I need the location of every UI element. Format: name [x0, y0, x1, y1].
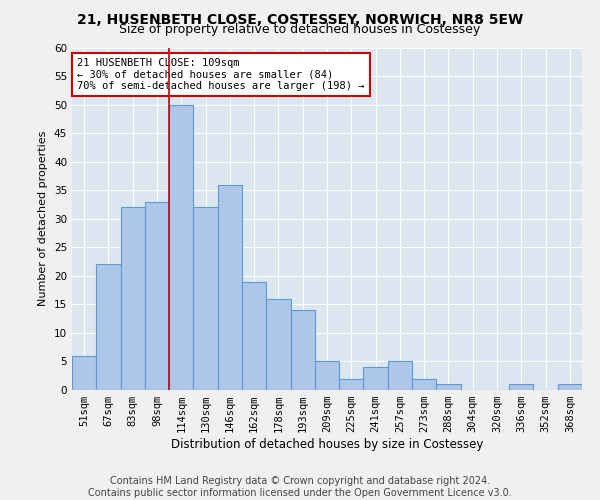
Bar	[509, 384, 533, 390]
Bar	[218, 184, 242, 390]
Bar	[96, 264, 121, 390]
Bar	[121, 208, 145, 390]
Bar	[72, 356, 96, 390]
Text: 21, HUSENBETH CLOSE, COSTESSEY, NORWICH, NR8 5EW: 21, HUSENBETH CLOSE, COSTESSEY, NORWICH,…	[77, 12, 523, 26]
Bar	[364, 367, 388, 390]
Bar	[339, 378, 364, 390]
X-axis label: Distribution of detached houses by size in Costessey: Distribution of detached houses by size …	[171, 438, 483, 451]
Bar	[558, 384, 582, 390]
Text: 21 HUSENBETH CLOSE: 109sqm
← 30% of detached houses are smaller (84)
70% of semi: 21 HUSENBETH CLOSE: 109sqm ← 30% of deta…	[77, 58, 365, 91]
Bar	[412, 378, 436, 390]
Text: Contains HM Land Registry data © Crown copyright and database right 2024.
Contai: Contains HM Land Registry data © Crown c…	[88, 476, 512, 498]
Bar	[436, 384, 461, 390]
Bar	[290, 310, 315, 390]
Bar	[242, 282, 266, 390]
Bar	[145, 202, 169, 390]
Bar	[169, 104, 193, 390]
Bar	[266, 298, 290, 390]
Bar	[315, 362, 339, 390]
Bar	[193, 208, 218, 390]
Y-axis label: Number of detached properties: Number of detached properties	[38, 131, 49, 306]
Text: Size of property relative to detached houses in Costessey: Size of property relative to detached ho…	[119, 22, 481, 36]
Bar	[388, 362, 412, 390]
